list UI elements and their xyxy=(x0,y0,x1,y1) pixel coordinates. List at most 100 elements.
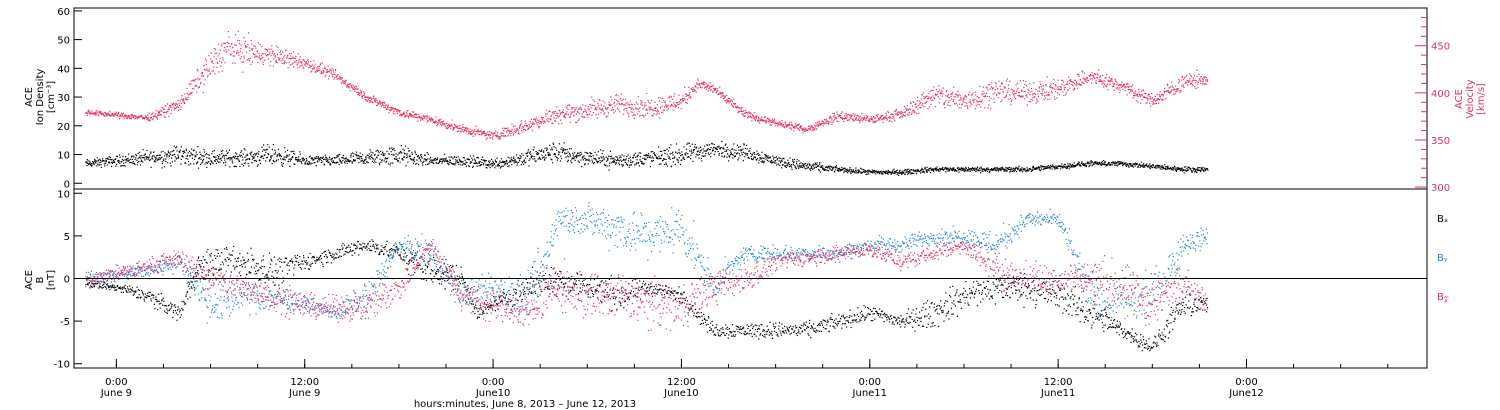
data-point xyxy=(551,111,554,113)
data-point xyxy=(457,127,459,129)
data-point xyxy=(895,113,897,115)
data-point xyxy=(602,110,604,112)
data-point xyxy=(837,168,839,170)
data-point xyxy=(1129,163,1131,165)
data-point xyxy=(1100,163,1102,165)
data-point xyxy=(893,172,895,174)
data-point xyxy=(249,58,251,60)
data-point xyxy=(169,152,171,154)
data-point xyxy=(1014,169,1016,171)
data-point xyxy=(489,160,491,162)
data-point xyxy=(942,166,944,169)
data-point xyxy=(632,161,634,163)
data-point xyxy=(234,165,236,167)
data-point xyxy=(794,125,796,127)
data-point xyxy=(276,45,278,47)
data-point xyxy=(344,81,347,83)
y-tick-label: 40 xyxy=(57,64,70,75)
data-point xyxy=(435,162,437,164)
data-point xyxy=(286,155,288,157)
data-point xyxy=(1064,164,1066,166)
data-point xyxy=(107,112,109,114)
data-point xyxy=(324,164,326,166)
data-point xyxy=(568,148,571,150)
data-point xyxy=(373,162,375,164)
data-point xyxy=(834,115,836,117)
data-point xyxy=(258,151,260,153)
data-point xyxy=(1201,168,1203,170)
data-point xyxy=(196,163,198,165)
data-point xyxy=(411,115,413,117)
data-point xyxy=(494,167,496,169)
data-point xyxy=(669,158,671,160)
data-point xyxy=(907,109,909,111)
data-point xyxy=(132,155,134,157)
data-point xyxy=(194,154,196,156)
data-point xyxy=(399,114,401,116)
data-point xyxy=(838,170,840,172)
data-point xyxy=(870,171,872,173)
data-point xyxy=(1084,165,1086,167)
data-point xyxy=(704,87,706,89)
data-point xyxy=(211,153,213,155)
data-point xyxy=(262,61,264,63)
data-point xyxy=(160,114,163,116)
data-point xyxy=(485,132,487,134)
data-point xyxy=(707,144,709,146)
data-point xyxy=(670,165,673,167)
data-point xyxy=(717,146,720,148)
data-point xyxy=(818,120,820,122)
data-point xyxy=(499,138,501,140)
data-point xyxy=(669,153,671,155)
data-point xyxy=(287,149,289,151)
data-point xyxy=(925,170,927,172)
data-point xyxy=(443,153,446,155)
data-point xyxy=(791,168,793,170)
data-point xyxy=(557,157,559,160)
data-point xyxy=(868,118,870,120)
data-point xyxy=(136,117,138,119)
data-point xyxy=(329,68,331,70)
data-point xyxy=(457,161,459,163)
data-point xyxy=(935,170,937,172)
data-point xyxy=(672,109,674,111)
data-point xyxy=(363,91,365,93)
data-point xyxy=(1099,162,1101,164)
data-point xyxy=(851,115,853,117)
data-point xyxy=(852,169,855,171)
data-point xyxy=(474,162,476,164)
data-point xyxy=(172,150,174,152)
data-point xyxy=(884,171,886,173)
data-point xyxy=(225,161,227,163)
data-point xyxy=(456,127,458,129)
data-point xyxy=(778,122,780,124)
data-point xyxy=(482,131,484,133)
data-point xyxy=(381,103,384,105)
data-point xyxy=(414,114,416,116)
data-point xyxy=(416,117,418,119)
data-point xyxy=(436,159,438,161)
data-point xyxy=(970,168,972,170)
data-point xyxy=(175,102,177,104)
data-point xyxy=(1080,165,1082,167)
data-point xyxy=(122,116,124,118)
data-point xyxy=(679,102,681,104)
data-point xyxy=(268,160,271,162)
data-point xyxy=(548,111,550,113)
data-point xyxy=(585,110,587,112)
data-point xyxy=(854,119,856,121)
data-point xyxy=(630,159,632,161)
data-point xyxy=(449,160,451,162)
data-point xyxy=(279,51,281,53)
data-point xyxy=(631,108,633,110)
data-point xyxy=(710,86,712,88)
data-point xyxy=(724,96,726,98)
data-point xyxy=(520,164,522,166)
data-point xyxy=(90,164,92,166)
data-point xyxy=(1001,168,1003,170)
data-point xyxy=(528,159,530,161)
data-point xyxy=(666,109,668,111)
data-point xyxy=(307,163,309,166)
data-point xyxy=(696,151,698,153)
data-point xyxy=(315,165,317,167)
